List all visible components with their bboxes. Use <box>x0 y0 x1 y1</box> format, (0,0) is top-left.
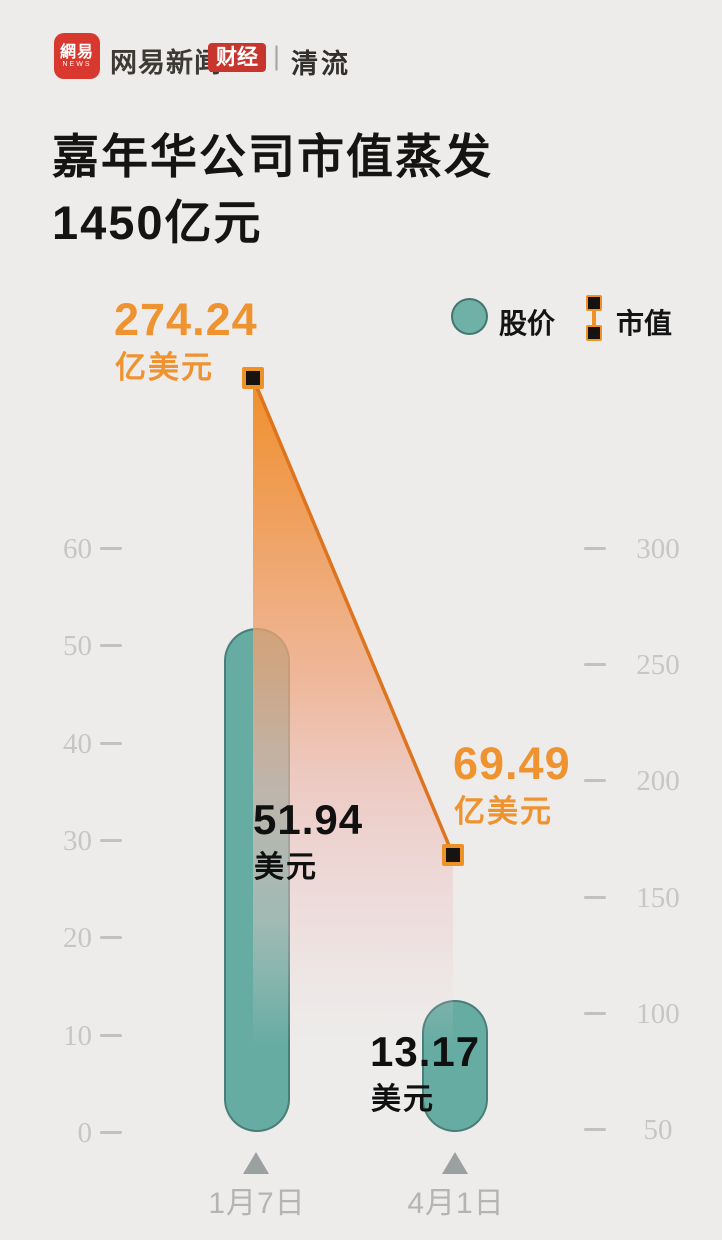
right-axis-dash <box>584 896 606 899</box>
x-axis-label-jan7: 1月7日 <box>208 1187 306 1220</box>
left-axis-tick-30: 30 <box>63 825 92 857</box>
right-axis-tick-50: 50 <box>643 1114 673 1146</box>
left-axis-dash <box>100 742 122 745</box>
netease-logo-news-text: NEWS <box>62 60 92 68</box>
left-axis-tick-0: 0 <box>77 1117 93 1149</box>
left-axis-tick-40: 40 <box>63 728 92 760</box>
legend-square-marker-top <box>586 295 602 311</box>
legend-marketcap-icon <box>586 295 602 341</box>
left-axis-dash <box>100 1034 122 1037</box>
right-axis-dash <box>584 663 606 666</box>
x-axis-label-apr1: 4月1日 <box>407 1187 505 1220</box>
right-axis-dash <box>584 547 606 550</box>
right-axis-dash <box>584 1128 606 1131</box>
left-axis-dash <box>100 839 122 842</box>
left-axis-tick-10: 10 <box>63 1020 92 1052</box>
marketcap-end-value: 69.49 <box>453 738 571 789</box>
x-axis-pointer-triangle-jan7 <box>243 1152 269 1174</box>
legend-square-marker-bottom <box>586 325 602 341</box>
headline-line-2: 1450亿元 <box>52 196 263 249</box>
legend-line-glyph <box>592 300 596 336</box>
channel-badge: 财经 <box>208 43 266 72</box>
left-axis-dash <box>100 1131 122 1134</box>
right-axis-tick-200: 200 <box>636 765 680 797</box>
left-axis-tick-50: 50 <box>63 630 92 662</box>
marketcap-start-unit: 亿美元 <box>115 350 214 385</box>
price-end-value: 13.17 <box>370 1028 481 1075</box>
netease-logo: 網易 NEWS <box>54 33 100 79</box>
price-start-unit: 美元 <box>254 851 318 884</box>
marketcap-point-jan7 <box>242 367 264 389</box>
left-axis-dash <box>100 936 122 939</box>
right-axis-tick-150: 150 <box>636 882 680 914</box>
legend-price-swatch <box>451 298 488 335</box>
marketcap-end-unit: 亿美元 <box>454 794 553 829</box>
right-axis-tick-100: 100 <box>636 998 680 1030</box>
left-axis-dash <box>100 644 122 647</box>
legend-marketcap-label: 市值 <box>616 308 673 339</box>
marketcap-start-value: 274.24 <box>114 294 258 345</box>
column-name: 清流 <box>291 49 351 79</box>
left-axis-tick-20: 20 <box>63 922 92 954</box>
right-axis-dash <box>584 779 606 782</box>
netease-logo-characters: 網易 <box>59 43 94 61</box>
right-axis-dash <box>584 1012 606 1015</box>
left-axis-tick-60: 60 <box>63 533 92 565</box>
site-name: 网易新闻 <box>110 48 222 78</box>
marketcap-point-apr1 <box>442 844 464 866</box>
headline-line-1: 嘉年华公司市值蒸发 <box>52 130 493 183</box>
left-axis-dash <box>100 547 122 550</box>
x-axis-pointer-triangle-apr1 <box>442 1152 468 1174</box>
header-divider: | <box>273 41 281 71</box>
legend-price-label: 股价 <box>499 308 556 339</box>
price-end-unit: 美元 <box>371 1083 435 1116</box>
right-axis-tick-250: 250 <box>636 649 680 681</box>
right-axis-tick-300: 300 <box>636 533 680 565</box>
price-start-value: 51.94 <box>253 796 364 843</box>
